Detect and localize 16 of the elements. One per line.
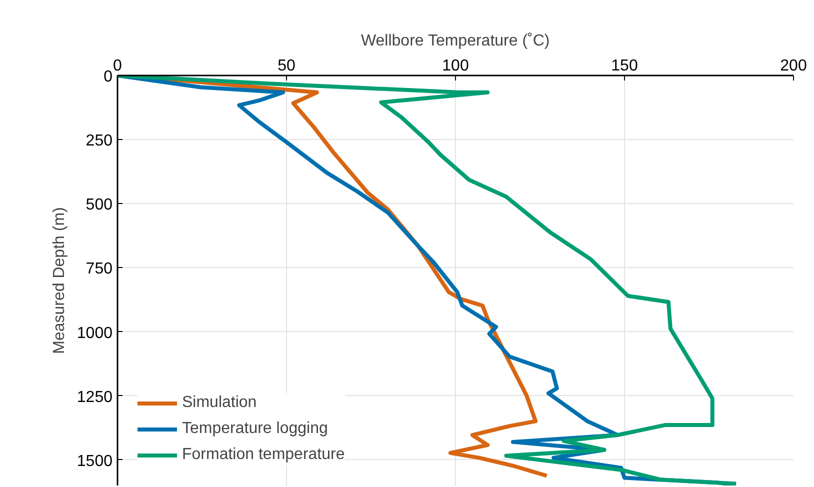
y-tick-label: 750	[86, 260, 113, 278]
y-tick-label: 500	[86, 196, 113, 214]
y-tick-label: 1500	[76, 452, 113, 470]
x-axis-title: Wellbore Temperature (˚C)	[360, 32, 550, 50]
y-tick-label: 1250	[76, 388, 113, 406]
legend-label: Temperature logging	[182, 420, 328, 438]
x-tick-label: 150	[611, 58, 638, 74]
x-tick-label: 200	[780, 58, 807, 74]
y-axis-title: Measured Depth (m)	[50, 207, 68, 354]
y-tick-label: 0	[104, 68, 113, 86]
y-tick-label: 250	[86, 132, 113, 150]
y-tick-label: 1000	[76, 324, 113, 342]
x-tick-label: 100	[442, 58, 469, 74]
legend-label: Formation temperature	[182, 446, 345, 464]
x-tick-label: 50	[278, 58, 296, 74]
legend-label: Simulation	[182, 394, 257, 412]
